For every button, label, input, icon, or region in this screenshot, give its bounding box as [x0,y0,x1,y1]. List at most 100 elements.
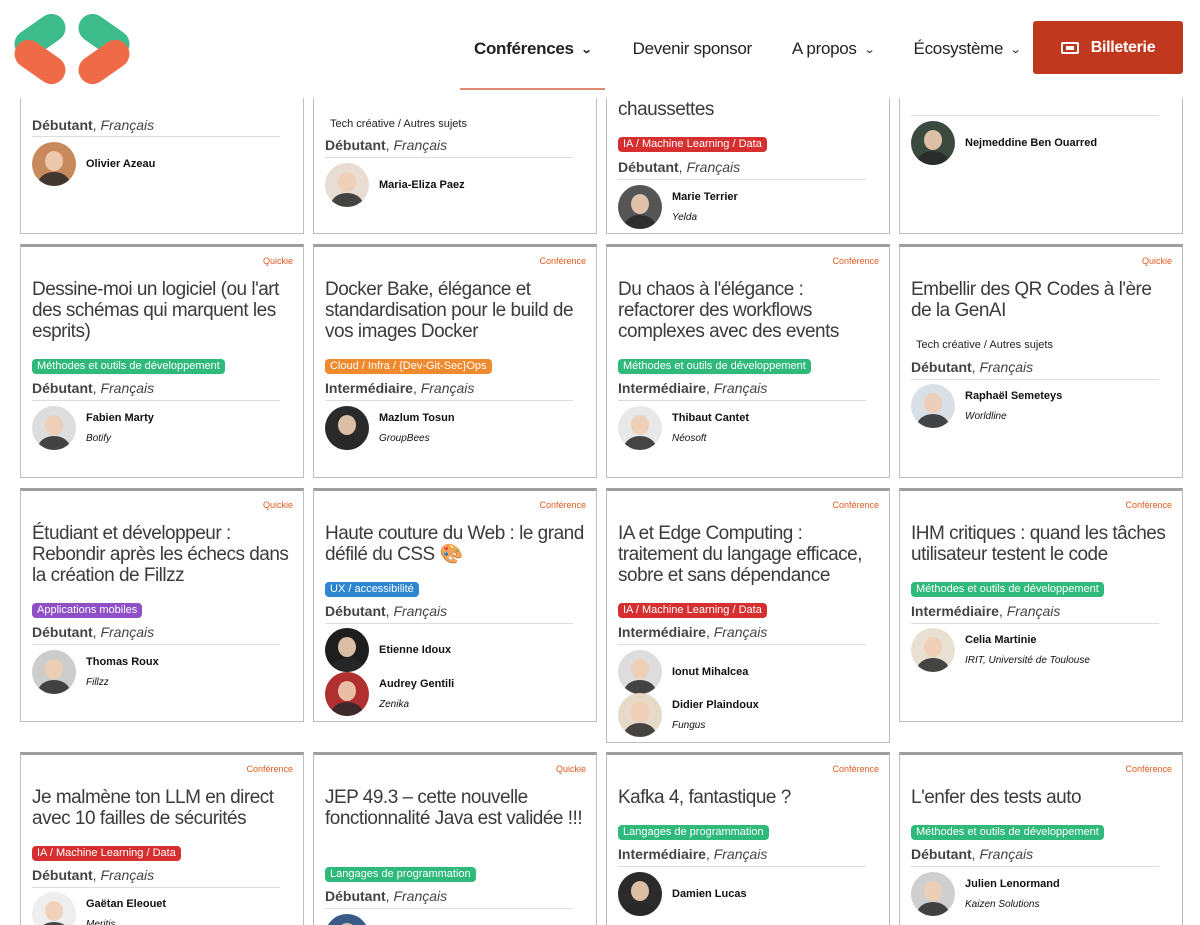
talk-card[interactable]: Conférence IA et Edge Computing : traite… [606,488,890,743]
nav-devenir-sponsor[interactable]: Devenir sponsor [619,9,766,89]
talk-card[interactable]: Quickie JEP 49.3 – cette nouvelle foncti… [313,752,597,925]
avatar [32,406,76,450]
level-line: Débutant, Français [32,117,155,133]
talk-format: Quickie [1141,256,1172,266]
speaker[interactable]: Nejmeddine Ben Ouarred [911,121,1097,165]
speaker-name: Raphaël Semeteys [965,389,1063,402]
talk-card[interactable]: chaussettes IA / Machine Learning / Data… [606,0,890,234]
speaker-company: Botify [86,432,112,444]
speaker[interactable]: Thomas Roux Fillzz [32,650,159,694]
speaker-name: Mazlum Tosun [379,411,455,424]
level-line: Intermédiaire, Français [618,624,768,640]
speaker-name: Didier Plaindoux [672,698,759,711]
nav-label: Conférences [474,39,574,58]
separator [32,887,280,888]
talk-card[interactable]: Conférence Docker Bake, élégance et stan… [313,244,597,478]
talk-title: Docker Bake, élégance et standardisation… [325,279,574,342]
speaker[interactable]: Damien Lucas [618,872,747,916]
speaker-company: Fillzz [86,676,109,688]
tag-chip: IA / Machine Learning / Data [618,603,767,618]
avatar [325,628,369,672]
talk-title: IA et Edge Computing : traitement du lan… [618,523,863,586]
speaker-name: Thomas Roux [86,655,159,668]
billetterie-button[interactable]: Billeterie [1033,21,1183,74]
speaker[interactable] [325,914,369,925]
speaker[interactable]: Julien Lenormand Kaizen Solutions [911,872,1060,916]
avatar [911,121,955,165]
separator [911,379,1159,380]
speaker[interactable]: Olivier Azeau [32,142,155,186]
separator [618,644,866,645]
nav-label: A propos [791,39,857,58]
talk-card[interactable]: Conférence Du chaos à l'élégance : refac… [606,244,890,478]
separator [911,866,1159,867]
talk-format: Quickie [262,256,293,266]
separator [32,644,280,645]
speaker[interactable]: Mazlum Tosun GroupBees [325,406,455,450]
avatar [325,163,369,207]
tag-chip: Cloud / Infra / {Dev-Git-Sec}Ops [325,359,492,374]
speaker-name: Gaëtan Eleouet [86,897,167,910]
level-line: Débutant, Français [618,159,741,175]
level-line: Débutant, Français [325,888,448,904]
chevron-down-icon: ⌄ [863,43,875,56]
speaker-company: IRIT, Université de Toulouse [965,654,1090,666]
nav-conferences[interactable]: Conférences ⌄ [460,9,605,90]
talk-title: JEP 49.3 – cette nouvelle fonctionnalité… [325,787,583,829]
talk-card[interactable]: Conférence Kafka 4, fantastique ? Langag… [606,752,890,925]
nav-ecosysteme[interactable]: Écosystème ⌄ [900,9,1035,89]
talk-card[interactable]: Quickie Embellir des QR Codes à l'ère de… [899,244,1183,478]
speaker[interactable]: Celia Martinie IRIT, Université de Toulo… [911,628,1090,672]
tag-chip: Tech créative / Autres sujets [330,118,467,130]
speaker[interactable]: Fabien Marty Botify [32,406,154,450]
avatar [618,406,662,450]
talk-card[interactable]: Conférence Je malmène ton LLM en direct … [20,752,304,925]
chevron-down-icon: ⌄ [580,43,592,56]
talk-card[interactable]: Conférence L'enfer des tests auto Méthod… [899,752,1183,925]
speaker[interactable]: Maria-Eliza Paez [325,163,465,207]
speaker-company: Meritis [86,918,116,925]
talk-title: Je malmène ton LLM en direct avec 10 fai… [32,787,274,829]
avatar [618,693,662,737]
nav-a-propos[interactable]: A propos ⌄ [778,9,888,89]
talk-title: Embellir des QR Codes à l'ère de la GenA… [911,279,1152,321]
talk-card[interactable]: Conférence Haute couture du Web : le gra… [313,488,597,722]
site-logo[interactable] [10,13,135,85]
avatar [911,628,955,672]
talk-format: Conférence [539,500,586,510]
speaker[interactable]: Didier Plaindoux Fungus [618,693,759,737]
speaker-name: Maria-Eliza Paez [379,178,465,191]
avatar [618,650,662,694]
talk-format: Conférence [1125,500,1172,510]
main-nav: Conférences ⌄ Devenir sponsor A propos ⌄… [460,0,1034,98]
speaker[interactable]: Raphaël Semeteys Worldline [911,384,1062,428]
speaker-company: Worldline [965,410,1007,422]
tag-chip: IA / Machine Learning / Data [618,137,767,152]
speaker[interactable]: Ionut Mihalcea [618,650,748,694]
talk-title: IHM critiques : quand les tâches utilisa… [911,523,1166,565]
level-line: Intermédiaire, Français [911,603,1061,619]
level-line: Débutant, Français [32,867,155,883]
talk-card[interactable]: Conférence IHM critiques : quand les tâc… [899,488,1183,722]
ticket-icon [1060,41,1079,54]
level-line: Intermédiaire, Français [618,846,768,862]
speaker-name: Olivier Azeau [86,157,156,170]
talk-title: Étudiant et développeur : Rebondir après… [32,523,289,586]
speaker[interactable]: Marie Terrier Yelda [618,185,738,229]
nav-label: Devenir sponsor [632,39,753,58]
speaker[interactable]: Thibaut Cantet Néosoft [618,406,749,450]
speaker[interactable]: Gaëtan Eleouet Meritis [32,892,166,925]
speaker[interactable]: Etienne Idoux [325,628,451,672]
talk-format: Quickie [555,764,586,774]
speaker[interactable]: Audrey Gentili Zenika [325,672,454,716]
level-line: Intermédiaire, Français [325,380,475,396]
speaker-company: Yelda [672,211,698,223]
speaker-company: Fungus [672,719,706,731]
talk-card[interactable]: Quickie Étudiant et développeur : Rebond… [20,488,304,722]
avatar [32,650,76,694]
talk-format: Conférence [246,764,293,774]
speaker-name: Fabien Marty [86,411,154,424]
talk-title: Kafka 4, fantastique ? [618,787,791,808]
talk-card[interactable]: Quickie Dessine-moi un logiciel (ou l'ar… [20,244,304,478]
